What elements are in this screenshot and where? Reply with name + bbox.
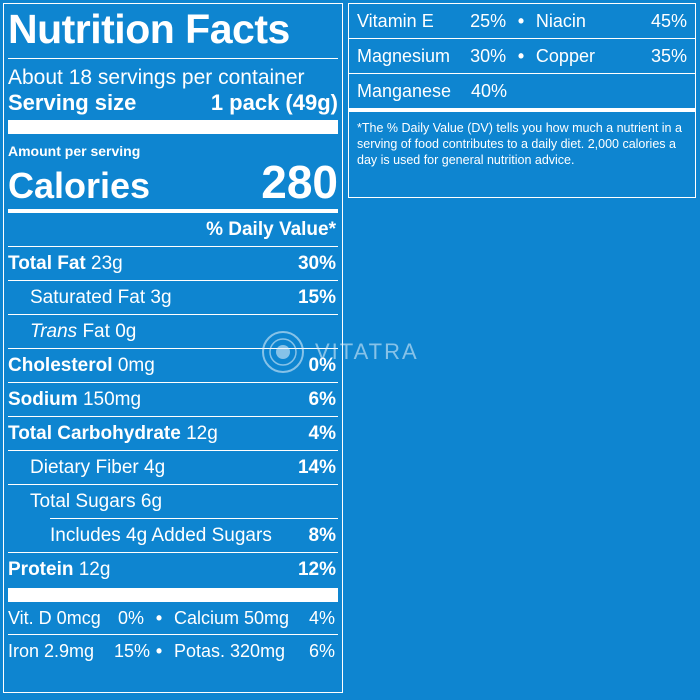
vitamin-row: Vit. D 0mcg 0% • Calcium 50mg 4% <box>8 602 338 634</box>
vitamin-dv: 45% <box>650 10 687 31</box>
nutrient-amount: 0g <box>115 320 137 342</box>
calories-row: Calories 280 <box>8 159 338 205</box>
divider <box>8 450 338 451</box>
nutrient-name: Dietary Fiber <box>30 456 139 478</box>
divider-medium <box>349 108 695 112</box>
nutrient-row-protein: Protein 12g 12% <box>8 553 338 586</box>
watermark-text: VITATRA <box>315 339 419 364</box>
nutrient-row-trans-fat: Trans Fat 0g <box>8 315 338 348</box>
vitamin-name: Magnesium <box>357 45 451 66</box>
vitamin-dv: 0% <box>117 607 144 628</box>
vitamin-dv: 4% <box>308 607 335 628</box>
daily-value-header: % Daily Value* <box>206 219 336 240</box>
vitamin-name: Iron 2.9mg <box>8 640 95 661</box>
nutrient-amount: 3g <box>150 286 172 308</box>
nutrient-name: Fat <box>82 320 110 342</box>
nutrition-facts-panel: Nutrition Facts About 18 servings per co… <box>3 3 343 693</box>
bullet-separator: • <box>517 45 525 66</box>
nutrient-row-dietary-fiber: Dietary Fiber 4g 14% <box>8 451 338 484</box>
amount-per-serving: Amount per serving <box>8 143 141 159</box>
bullet-separator: • <box>155 607 163 628</box>
nutrient-amount: 6g <box>140 490 163 512</box>
vitamin-name: Copper <box>535 45 595 66</box>
nutrient-dv: 6% <box>308 388 336 410</box>
divider-thick <box>8 120 338 134</box>
nutrient-row-added-sugars: Includes 4g Added Sugars 8% <box>8 519 338 552</box>
nutrient-name: Cholesterol <box>8 354 113 376</box>
nutrient-name: Total Fat <box>8 252 86 274</box>
serving-size-value: 1 pack (49g) <box>210 90 338 115</box>
nutrient-amount: 12g <box>186 422 218 444</box>
bullet-separator: • <box>517 10 525 31</box>
nutrient-row-sodium: Sodium 150mg 6% <box>8 383 338 416</box>
vitamin-row: Iron 2.9mg 15% • Potas. 320mg 6% <box>8 635 338 667</box>
vitamins-panel: Vitamin E 25% • Niacin 45% Magnesium 30%… <box>348 3 696 198</box>
panel-title: Nutrition Facts <box>8 6 290 52</box>
nutrient-dv: 12% <box>297 558 336 580</box>
divider <box>8 348 338 349</box>
watermark-logo-icon <box>262 331 304 373</box>
nutrient-row-total-sugars: Total Sugars 6g <box>8 485 338 518</box>
vitamin-dv: 30% <box>470 45 507 66</box>
nutrient-dv: 0% <box>308 354 336 376</box>
servings-per-container: About 18 servings per container <box>8 66 305 89</box>
nutrient-amount: 4g <box>144 456 166 478</box>
daily-value-footnote: *The % Daily Value (DV) tells you how mu… <box>357 121 682 167</box>
vitamin-name: Potas. 320mg <box>174 640 286 661</box>
divider <box>8 314 338 315</box>
nutrient-dv: 30% <box>297 252 336 274</box>
divider <box>8 634 338 635</box>
nutrient-row-total-carbohydrate: Total Carbohydrate 12g 4% <box>8 417 338 450</box>
vitamin-name: Niacin <box>535 10 586 31</box>
nutrient-dv: 4% <box>308 422 336 444</box>
divider <box>8 416 338 417</box>
nutrient-amount: 150mg <box>82 388 142 410</box>
nutrient-dv: 8% <box>308 524 336 546</box>
nutrient-name: Sodium <box>8 388 78 410</box>
vitamin-row: Vitamin E 25% • Niacin 45% <box>349 4 695 38</box>
nutrient-dv: 14% <box>297 456 336 478</box>
divider-medium <box>8 209 338 213</box>
divider <box>349 73 695 74</box>
nutrient-amount: 12g <box>78 558 111 580</box>
vitamin-name: Vit. D 0mcg <box>8 607 101 628</box>
vitamin-dv: 35% <box>650 45 687 66</box>
divider <box>349 38 695 39</box>
nutrient-amount: 23g <box>91 252 123 274</box>
nutrient-dv: 15% <box>297 286 336 308</box>
vitamin-row: Manganese 40% <box>349 74 695 108</box>
divider <box>50 518 338 519</box>
vitamin-dv: 6% <box>308 640 335 661</box>
vitamin-dv: 40% <box>470 80 507 101</box>
vitamin-name: Vitamin E <box>357 10 434 31</box>
nutrient-name: Saturated Fat <box>30 286 146 308</box>
serving-size-row: Serving size 1 pack (49g) <box>8 90 338 116</box>
divider <box>8 280 338 281</box>
bullet-separator: • <box>155 640 163 661</box>
watermark: VITATRA <box>261 330 419 374</box>
nutrient-name: Includes 4g Added Sugars <box>50 524 272 546</box>
vitamin-name: Manganese <box>357 80 452 101</box>
vitamin-dv: 15% <box>114 640 151 661</box>
serving-size-label: Serving size <box>8 90 137 115</box>
divider <box>8 552 338 553</box>
nutrient-amount: 0mg <box>117 354 155 376</box>
nutrient-name-italic: Trans <box>30 320 78 342</box>
calories-value: 280 <box>261 156 338 208</box>
nutrient-name: Protein <box>8 558 74 580</box>
divider-thick <box>8 588 338 602</box>
divider <box>8 484 338 485</box>
divider <box>8 58 338 59</box>
vitamin-dv: 25% <box>470 10 507 31</box>
nutrient-row-saturated-fat: Saturated Fat 3g 15% <box>8 281 338 314</box>
nutrient-row-total-fat: Total Fat 23g 30% <box>8 247 338 280</box>
vitamin-name: Calcium 50mg <box>174 607 290 628</box>
divider <box>8 246 338 247</box>
nutrient-name: Total Sugars <box>30 490 136 512</box>
nutrient-name: Total Carbohydrate <box>8 422 181 444</box>
divider <box>8 382 338 383</box>
calories-label: Calories <box>8 165 151 206</box>
vitamin-row: Magnesium 30% • Copper 35% <box>349 39 695 73</box>
nutrient-row-cholesterol: Cholesterol 0mg 0% <box>8 349 338 382</box>
